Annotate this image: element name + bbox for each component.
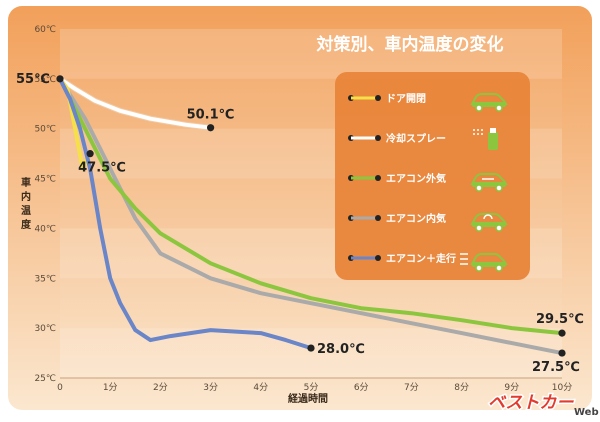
x-tick-label: 0 — [57, 383, 63, 393]
car-open-doors-icon — [470, 93, 508, 112]
y-tick-label: 35℃ — [34, 274, 56, 284]
car-outside-air-icon — [470, 173, 508, 192]
x-tick-label: 3分 — [203, 382, 218, 393]
car-recirculate-icon — [470, 213, 508, 232]
legend-label: 冷却スプレー — [386, 132, 446, 145]
x-tick-label: 1分 — [103, 382, 118, 393]
legend-label: エアコン内気 — [386, 212, 446, 225]
legend-item: ドア開閉 — [348, 93, 508, 112]
y-tick-label: 40℃ — [34, 224, 56, 234]
legend-item: エアコン内気 — [348, 212, 508, 232]
watermark: ベストカー Web — [487, 392, 599, 419]
x-axis: 0 1分 2分 3分 4分 5分 6分 7分 8分 9分 10分 — [57, 377, 572, 393]
watermark-main: ベストカー — [488, 393, 574, 413]
data-point-marker — [207, 124, 215, 132]
value-label: 50.1℃ — [187, 108, 235, 123]
x-tick-label: 8分 — [454, 382, 469, 393]
series-lines — [57, 75, 564, 356]
data-point-marker — [558, 349, 566, 357]
car-driving-icon — [460, 253, 508, 272]
value-label: 29.5℃ — [536, 312, 584, 327]
chart-title: 対策別、車内温度の変化 — [316, 34, 504, 55]
legend-dot — [375, 215, 381, 221]
value-label: 27.5℃ — [532, 360, 580, 375]
value-label: 47.5℃ — [78, 161, 126, 176]
x-tick-label: 10分 — [552, 382, 572, 393]
data-point-marker — [86, 150, 94, 158]
legend-dot — [375, 135, 381, 141]
legend-item: エアコン＋走行 — [348, 252, 508, 272]
value-label: 28.0℃ — [317, 342, 365, 357]
series-end-markers — [56, 75, 566, 357]
x-tick-label: 9分 — [504, 382, 519, 393]
data-point-marker — [56, 75, 64, 83]
data-point-marker — [558, 329, 566, 337]
y-tick-label: 55℃ — [34, 75, 56, 85]
grid-band — [60, 328, 562, 378]
data-point-marker — [307, 344, 315, 352]
legend-item: エアコン外気 — [348, 172, 508, 192]
x-tick-label: 5分 — [304, 382, 319, 393]
watermark-sub: Web — [574, 407, 599, 418]
spray-can-icon — [473, 128, 498, 150]
series-line — [58, 76, 313, 351]
x-axis-label: 経過時間 — [288, 392, 328, 405]
legend-dot — [375, 255, 381, 261]
value-label: 55℃ — [16, 72, 50, 87]
value-annotations: 55℃ 50.1℃ 47.5℃ 28.0℃ 29.5℃ 27.5℃ — [16, 72, 584, 375]
legend-dot — [375, 95, 381, 101]
legend-item: 冷却スプレー — [348, 128, 498, 150]
legend-label: エアコン＋走行 — [386, 252, 456, 265]
y-tick-label: 45℃ — [34, 175, 56, 185]
series-line — [58, 76, 564, 356]
legend-dot — [375, 175, 381, 181]
legend-label: ドア開閉 — [386, 93, 426, 105]
y-tick-label: 60℃ — [34, 25, 56, 35]
series-line — [58, 76, 213, 130]
y-axis-label: 車内温度 — [21, 176, 32, 231]
x-tick-label: 2分 — [153, 382, 168, 393]
y-tick-label: 25℃ — [34, 374, 56, 384]
y-axis: 25℃ 30℃ 35℃ 40℃ 45℃ 50℃ 55℃ 60℃ — [34, 25, 56, 384]
x-tick-label: 4分 — [253, 382, 268, 393]
legend-label: エアコン外気 — [386, 172, 446, 185]
series-line — [58, 76, 564, 336]
grid-band — [60, 29, 562, 79]
x-tick-label: 7分 — [404, 382, 419, 393]
x-tick-label: 6分 — [354, 382, 369, 393]
y-tick-label: 30℃ — [34, 324, 56, 334]
y-tick-label: 50℃ — [34, 125, 56, 135]
